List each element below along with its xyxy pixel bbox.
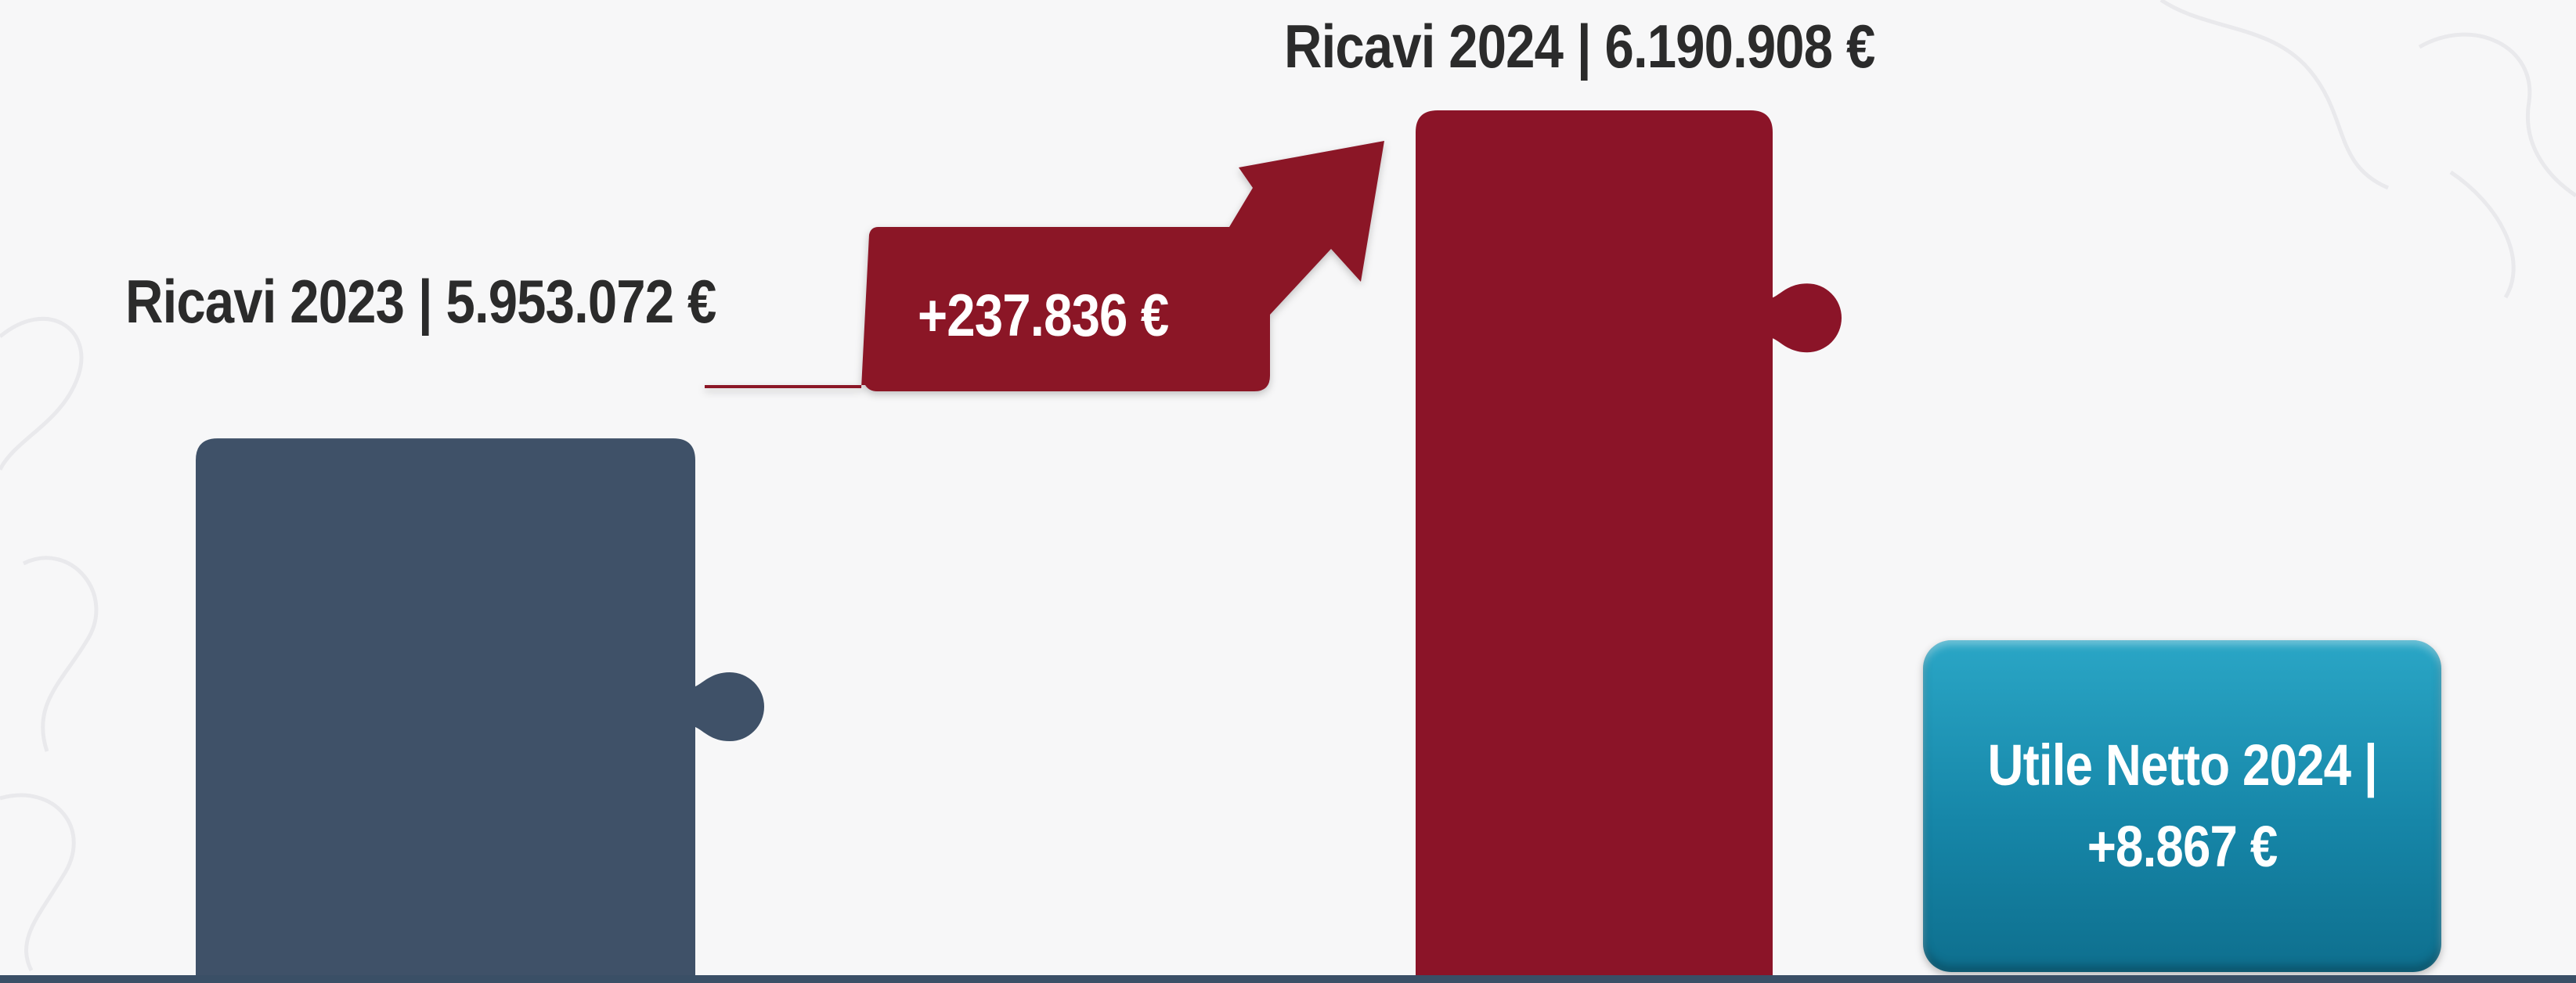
ricavi-2024-bar <box>1416 110 1842 975</box>
utile-netto-label-line2: +8.867 € <box>2087 814 2278 879</box>
utile-netto-2024-bar: Utile Netto 2024 | +8.867 € <box>1923 640 2441 972</box>
chart-baseline <box>0 975 2576 983</box>
ricavi-2023-label: Ricavi 2023 | 5.953.072 € <box>125 267 716 336</box>
ricavi-2024-label: Ricavi 2024 | 6.190.908 € <box>1284 12 1875 81</box>
growth-arrow <box>705 141 1384 391</box>
ricavi-2023-bar <box>196 438 764 975</box>
utile-netto-label-line1: Utile Netto 2024 | <box>1987 733 2377 798</box>
delta-value-label: +237.836 € <box>918 283 1169 349</box>
